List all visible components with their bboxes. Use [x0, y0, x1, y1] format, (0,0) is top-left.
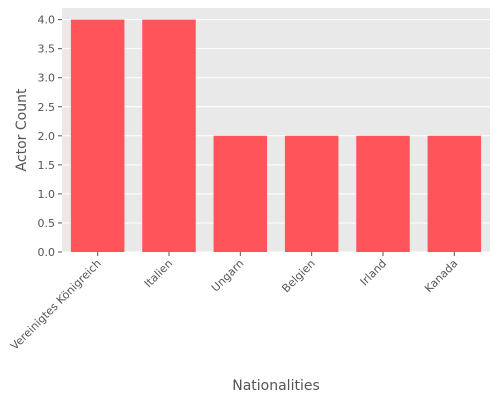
x-tick-label: Belgien	[279, 257, 317, 295]
y-tick-label: 0.5	[38, 217, 56, 230]
bar	[356, 135, 410, 252]
y-tick-label: 2.0	[38, 130, 56, 143]
x-axis-ticks: Vereinigtes Königreich Italien Ungarn Belgi…	[8, 252, 460, 353]
y-tick-label: 1.0	[38, 188, 56, 201]
x-tick-label: Vereinigtes Königreich	[8, 257, 104, 353]
y-tick-label: 2.5	[38, 101, 56, 114]
x-tick-label: Ungarn	[209, 257, 247, 295]
y-tick-label: 3.5	[38, 43, 56, 56]
x-tick-label: Irland	[358, 257, 389, 288]
bar	[142, 19, 196, 252]
bars	[70, 19, 482, 252]
bar	[284, 135, 339, 252]
y-tick-label: 0.0	[38, 246, 56, 259]
y-tick-label: 3.0	[38, 72, 56, 85]
y-axis-ticks: 0.0 0.5 1.0 1.5 2.0 2.5 3.0 3.5 4.0	[38, 14, 62, 259]
bar	[427, 135, 482, 252]
bar	[213, 135, 268, 252]
plot-area	[62, 8, 490, 252]
gridlines	[62, 19, 490, 253]
x-tick-label: Kanada	[422, 257, 460, 295]
y-axis-title: Actor Count	[14, 88, 30, 171]
x-tick-label: Italien	[142, 257, 175, 290]
y-tick-label: 1.5	[38, 159, 56, 172]
bar	[70, 19, 125, 252]
x-axis-title: Nationalities	[232, 378, 320, 394]
y-tick-label: 4.0	[38, 14, 56, 27]
